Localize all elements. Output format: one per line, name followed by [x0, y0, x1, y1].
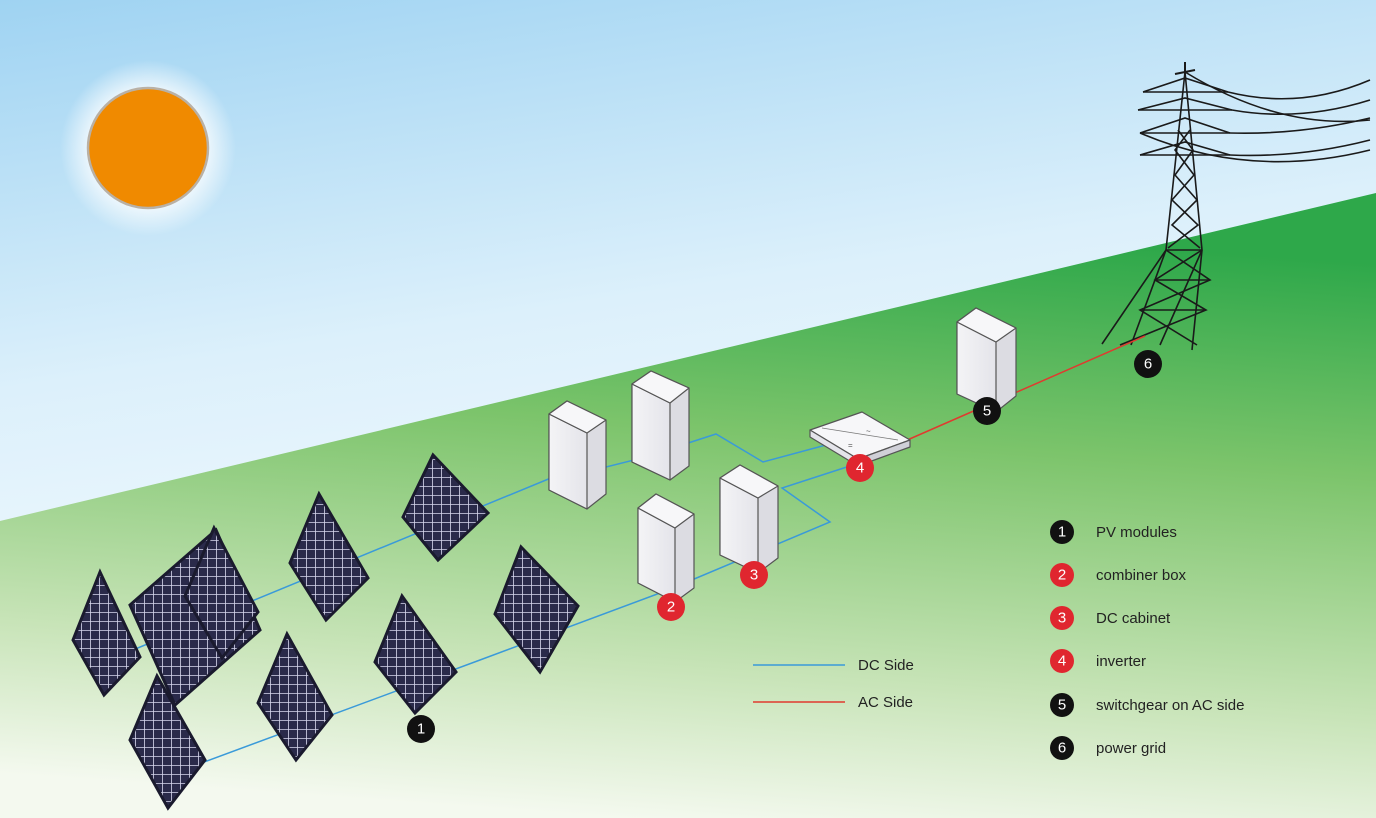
svg-text:6: 6 — [1144, 356, 1152, 373]
svg-text:switchgear on AC side: switchgear on AC side — [1096, 697, 1244, 714]
dc-side-label: DC Side — [858, 657, 914, 674]
legend-item-switchgear: 5 switchgear on AC side — [1050, 693, 1244, 717]
legend-item-dc-cabinet: 3 DC cabinet — [1050, 606, 1171, 630]
svg-text:DC cabinet: DC cabinet — [1096, 610, 1171, 627]
pv-module — [183, 524, 260, 661]
svg-text:5: 5 — [983, 403, 991, 420]
pv-module — [71, 568, 142, 698]
combiner-box-icon — [637, 493, 695, 603]
svg-text:1: 1 — [1058, 524, 1066, 541]
legend-item-combiner-box: 2 combiner box — [1050, 563, 1187, 587]
svg-text:2: 2 — [667, 599, 675, 616]
badge-power-grid: 6 — [1134, 350, 1162, 378]
svg-text:=: = — [848, 441, 853, 450]
component-legend: 1 PV modules 2 combiner box 3 DC cabinet… — [1050, 520, 1244, 760]
pv-module — [128, 672, 207, 811]
legend-item-pv-modules: 1 PV modules — [1050, 520, 1177, 544]
svg-text:1: 1 — [417, 721, 425, 738]
badge-inverter: 4 — [846, 454, 874, 482]
dc-cabinet-icon — [719, 464, 779, 574]
svg-text:5: 5 — [1058, 697, 1066, 714]
sun-icon — [60, 60, 236, 236]
badge-combiner-box: 2 — [657, 593, 685, 621]
diagram-badges: 1 2 3 4 5 6 — [407, 350, 1162, 743]
transmission-tower-icon — [1101, 62, 1371, 351]
svg-text:~: ~ — [866, 427, 871, 436]
switchgear-icon — [956, 307, 1017, 413]
combiner-box-icon — [631, 370, 690, 481]
pv-module — [288, 490, 370, 623]
grass-field — [0, 193, 1376, 818]
pv-module — [401, 452, 491, 563]
svg-text:3: 3 — [1058, 610, 1066, 627]
svg-text:PV modules: PV modules — [1096, 524, 1177, 541]
svg-text:6: 6 — [1058, 740, 1066, 757]
svg-text:combiner box: combiner box — [1096, 567, 1187, 584]
svg-text:power grid: power grid — [1096, 740, 1166, 757]
svg-text:4: 4 — [856, 460, 864, 477]
badge-switchgear: 5 — [973, 397, 1001, 425]
line-legend: DC Side AC Side — [753, 657, 914, 711]
combiner-box-icon — [548, 400, 607, 510]
pv-module — [493, 544, 580, 675]
svg-text:2: 2 — [1058, 567, 1066, 584]
badge-pv-modules: 1 — [407, 715, 435, 743]
legend-item-power-grid: 6 power grid — [1050, 736, 1166, 760]
svg-text:3: 3 — [750, 567, 758, 584]
legend-item-inverter: 4 inverter — [1050, 649, 1146, 673]
ac-side-label: AC Side — [858, 694, 913, 711]
badge-dc-cabinet: 3 — [740, 561, 768, 589]
svg-text:inverter: inverter — [1096, 653, 1146, 670]
pv-module-array — [71, 452, 580, 811]
pv-module — [373, 592, 458, 716]
svg-text:4: 4 — [1058, 653, 1066, 670]
pv-module — [256, 630, 334, 763]
